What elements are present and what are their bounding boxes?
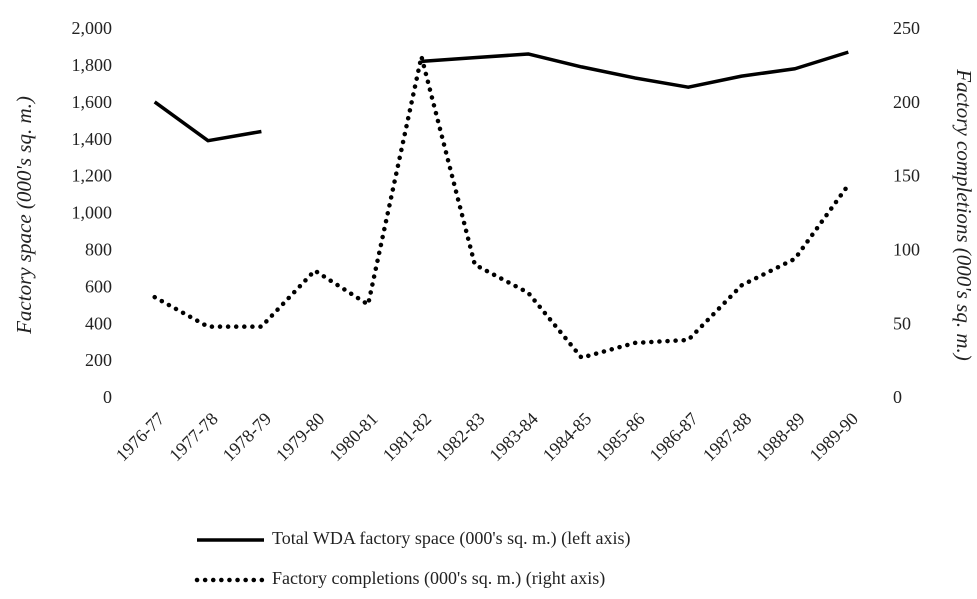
x-tick-label: 1986-87 <box>645 409 702 466</box>
y2-tick-label: 50 <box>893 313 911 333</box>
y2-tick-label: 100 <box>893 240 920 260</box>
x-tick-label: 1988-89 <box>752 409 809 466</box>
y-axis-title: Factory space (000's sq. m.) <box>12 96 36 335</box>
x-tick-label: 1989-90 <box>805 409 862 466</box>
y-tick-label: 600 <box>85 276 112 296</box>
x-tick-label: 1982-83 <box>432 409 489 466</box>
y-tick-label: 2,000 <box>72 18 113 38</box>
y-tick-label: 1,800 <box>72 55 113 75</box>
y-tick-label: 1,600 <box>72 92 113 112</box>
x-tick-label: 1983-84 <box>485 409 542 466</box>
x-tick-label: 1979-80 <box>272 409 329 466</box>
x-tick-label: 1981-82 <box>379 409 436 466</box>
data-line <box>153 50 849 143</box>
x-tick-label: 1976-77 <box>112 409 169 466</box>
x-tick-label: 1980-81 <box>325 409 382 466</box>
y2-tick-label: 150 <box>893 166 920 186</box>
x-tick-label: 1985-86 <box>592 409 649 466</box>
data-line <box>152 54 851 360</box>
legend-label: Factory completions (000's sq. m.) (righ… <box>272 568 605 589</box>
x-tick-label: 1987-88 <box>699 409 756 466</box>
y-tick-label: 0 <box>103 387 112 407</box>
y-tick-label: 1,200 <box>72 166 113 186</box>
y2-axis-title: Factory completions (000's sq. m.) <box>952 68 976 360</box>
x-tick-label: 1978-79 <box>219 409 276 466</box>
y-tick-label: 1,000 <box>72 203 113 223</box>
y2-tick-label: 0 <box>893 387 902 407</box>
x-tick-label: 1984-85 <box>539 409 596 466</box>
y-tick-label: 200 <box>85 350 112 370</box>
y-tick-label: 800 <box>85 240 112 260</box>
y2-tick-label: 250 <box>893 18 920 38</box>
x-tick-label: 1977-78 <box>165 409 222 466</box>
y2-tick-label: 200 <box>893 92 920 112</box>
legend-label: Total WDA factory space (000's sq. m.) (… <box>272 528 631 549</box>
y-tick-label: 400 <box>85 313 112 333</box>
y-tick-label: 1,400 <box>72 129 113 149</box>
